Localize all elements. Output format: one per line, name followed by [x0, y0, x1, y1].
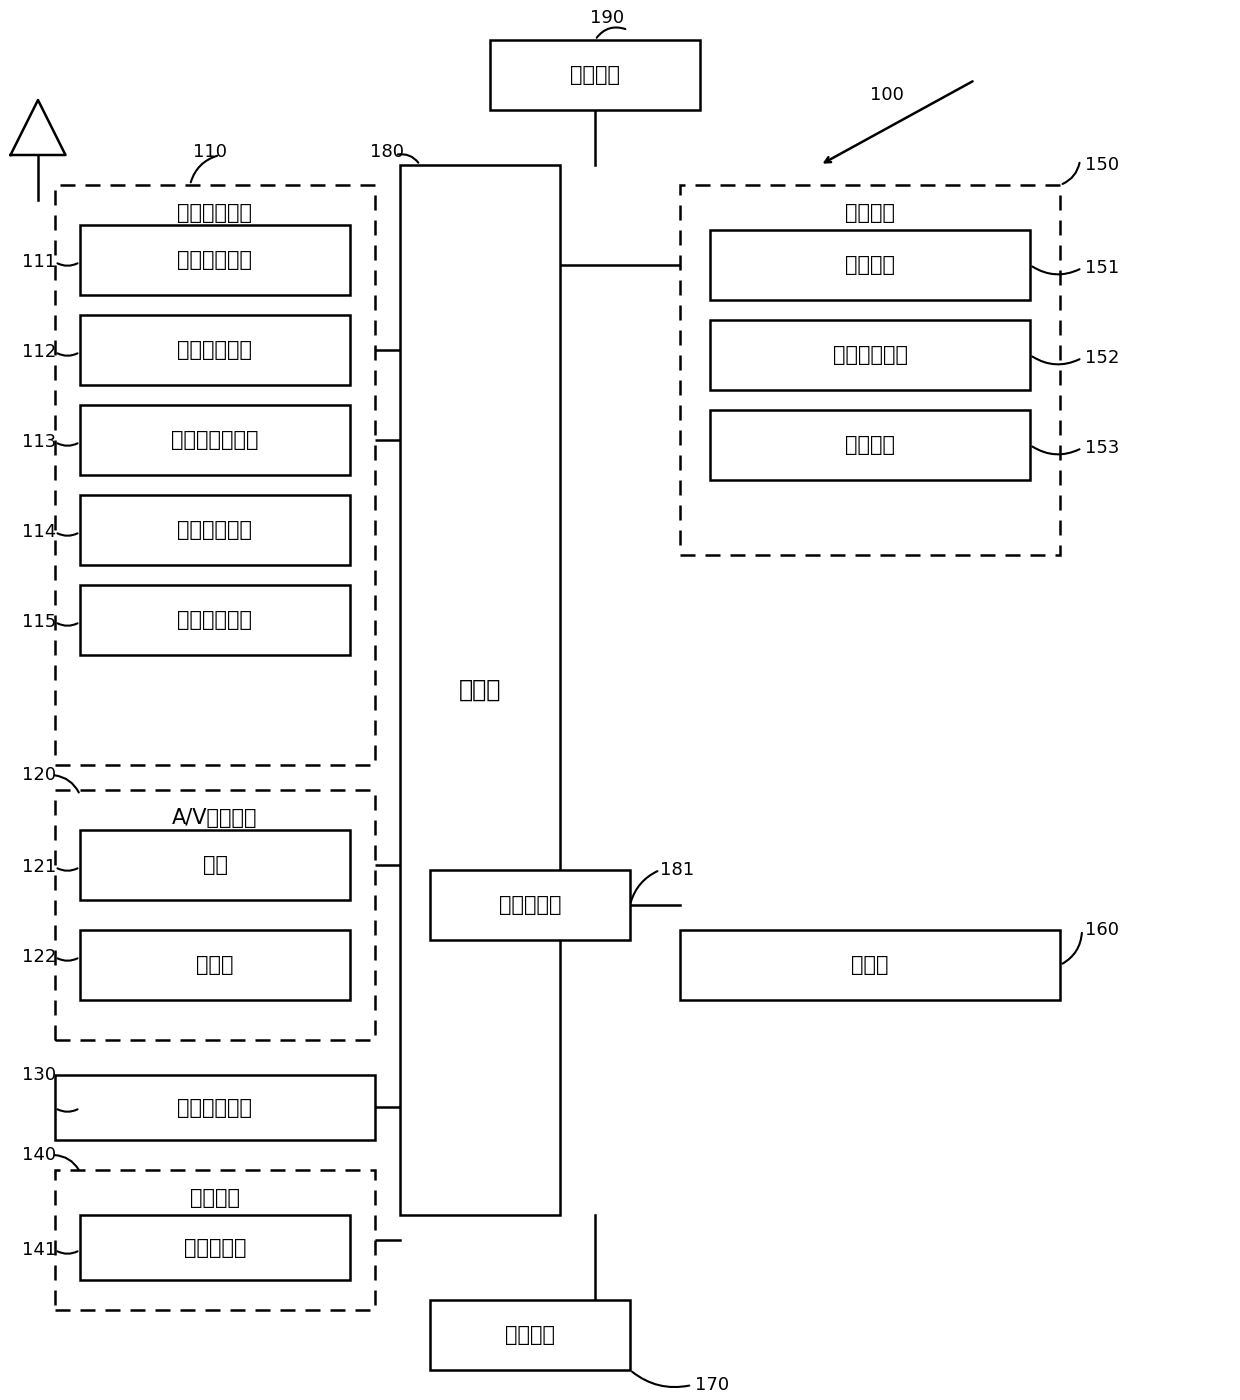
Bar: [81, 315, 350, 385]
Bar: [430, 869, 630, 939]
Text: 170: 170: [694, 1376, 729, 1394]
Bar: [680, 185, 1060, 554]
Bar: [711, 230, 1030, 300]
Text: 140: 140: [22, 1147, 56, 1163]
Text: 112: 112: [22, 343, 56, 361]
Text: 用户输入单元: 用户输入单元: [177, 1098, 253, 1117]
Bar: [55, 790, 374, 1040]
Text: 电源单元: 电源单元: [570, 64, 620, 85]
Bar: [711, 410, 1030, 480]
Text: 100: 100: [870, 85, 904, 104]
Bar: [81, 585, 350, 655]
Bar: [81, 225, 350, 295]
Bar: [430, 1301, 630, 1371]
Bar: [680, 930, 1060, 1000]
Text: 警报单元: 警报单元: [844, 435, 895, 455]
Text: 相机: 相机: [202, 855, 227, 875]
Text: 122: 122: [22, 948, 56, 966]
Bar: [490, 41, 701, 111]
Bar: [81, 496, 350, 566]
Bar: [81, 830, 350, 900]
Bar: [81, 405, 350, 475]
Text: 位置信息模块: 位置信息模块: [177, 610, 253, 630]
Text: 180: 180: [370, 143, 404, 161]
Text: 无线通信单元: 无线通信单元: [177, 203, 253, 223]
Text: 190: 190: [590, 8, 624, 27]
Bar: [55, 1075, 374, 1140]
Text: 121: 121: [22, 858, 56, 876]
Text: 输出单元: 输出单元: [844, 203, 895, 223]
Text: 130: 130: [22, 1065, 56, 1084]
Text: 音频输出模块: 音频输出模块: [832, 344, 908, 365]
Text: 113: 113: [22, 433, 56, 451]
Text: 感测单元: 感测单元: [190, 1189, 241, 1208]
Text: 120: 120: [22, 766, 56, 784]
Text: 152: 152: [1085, 349, 1120, 367]
Text: 接口单元: 接口单元: [505, 1324, 556, 1345]
Text: 141: 141: [22, 1240, 56, 1259]
Text: A/V输入单元: A/V输入单元: [172, 808, 258, 827]
Bar: [81, 1215, 350, 1280]
Bar: [401, 165, 560, 1215]
Text: 接近传感器: 接近传感器: [184, 1238, 247, 1257]
Text: 广播接收模块: 广播接收模块: [177, 251, 253, 270]
Text: 无线互联网模块: 无线互联网模块: [171, 430, 259, 449]
Bar: [711, 321, 1030, 391]
Text: 150: 150: [1085, 155, 1120, 174]
Text: 存储器: 存储器: [851, 955, 889, 974]
Text: 151: 151: [1085, 259, 1120, 277]
Text: 移动通信模块: 移动通信模块: [177, 340, 253, 360]
Text: 短程通信模块: 短程通信模块: [177, 519, 253, 540]
Text: 181: 181: [660, 861, 694, 879]
Text: 111: 111: [22, 253, 56, 272]
Text: 多媒体模块: 多媒体模块: [498, 895, 562, 916]
Text: 160: 160: [1085, 921, 1118, 939]
Text: 显示单元: 显示单元: [844, 255, 895, 274]
Text: 114: 114: [22, 524, 56, 540]
Bar: [81, 930, 350, 1000]
Text: 153: 153: [1085, 440, 1120, 456]
Bar: [55, 1170, 374, 1310]
Text: 115: 115: [22, 613, 56, 631]
Bar: [55, 185, 374, 764]
Text: 控制器: 控制器: [459, 678, 501, 701]
Text: 麦克风: 麦克风: [196, 955, 234, 974]
Text: 110: 110: [193, 143, 227, 161]
